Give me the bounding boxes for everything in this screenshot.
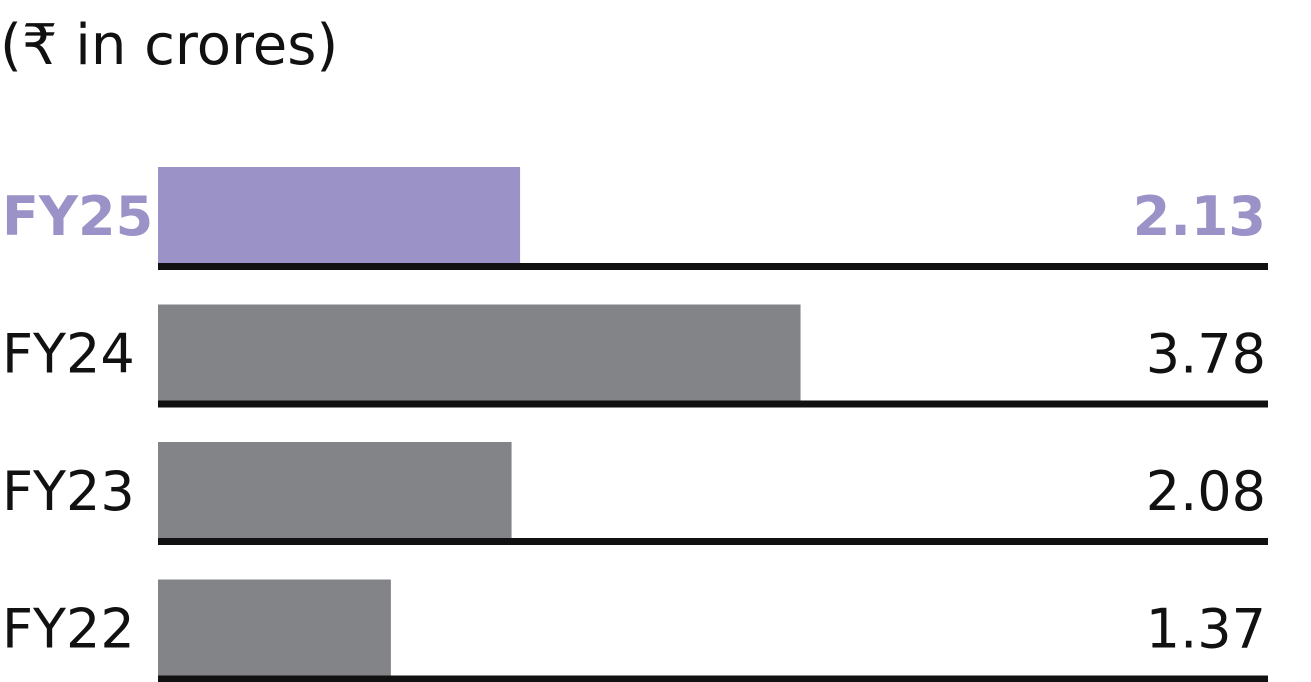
baseline-fy25 (158, 263, 1268, 270)
category-label-fy24: FY24 (2, 323, 135, 386)
category-label-fy25: FY25 (2, 185, 153, 248)
category-label-fy23: FY23 (2, 460, 135, 523)
value-label-fy25: 2.13 (1133, 185, 1266, 248)
value-label-fy24: 3.78 (1146, 323, 1266, 386)
baseline-fy22 (158, 675, 1268, 682)
bar-row-fy24: FY24 3.78 (2, 304, 1268, 408)
value-label-fy22: 1.37 (1146, 598, 1266, 661)
bar-fy22 (158, 579, 391, 676)
baseline-fy23 (158, 538, 1268, 545)
bar-row-fy25: FY25 2.13 (2, 167, 1268, 270)
bar-row-fy23: FY23 2.08 (2, 442, 1268, 545)
unit-label: (₹ in crores) (0, 13, 339, 78)
baseline-fy24 (158, 400, 1268, 408)
category-label-fy22: FY22 (2, 598, 135, 661)
bar-fy23 (158, 442, 512, 538)
bar-fy25 (158, 167, 521, 263)
bar-fy24 (158, 304, 801, 401)
bar-row-fy22: FY22 1.37 (2, 579, 1268, 682)
value-label-fy23: 2.08 (1146, 460, 1266, 523)
